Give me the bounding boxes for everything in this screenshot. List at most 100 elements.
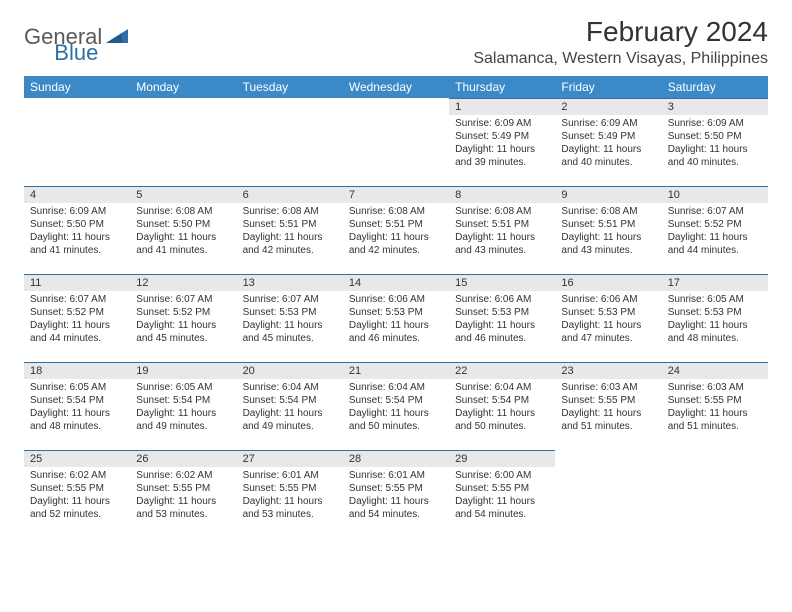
- day-body: Sunrise: 6:05 AMSunset: 5:53 PMDaylight:…: [662, 291, 768, 349]
- daylight-line: Daylight: 11 hours and 50 minutes.: [349, 407, 443, 433]
- sunset-line: Sunset: 5:55 PM: [455, 482, 549, 495]
- location-subtitle: Salamanca, Western Visayas, Philippines: [473, 50, 768, 68]
- day-body: Sunrise: 6:09 AMSunset: 5:50 PMDaylight:…: [24, 203, 130, 261]
- day-body: Sunrise: 6:06 AMSunset: 5:53 PMDaylight:…: [555, 291, 661, 349]
- weekday-header: Wednesday: [343, 76, 449, 98]
- sunrise-line: Sunrise: 6:09 AM: [668, 117, 762, 130]
- calendar-day-cell: 11Sunrise: 6:07 AMSunset: 5:52 PMDayligh…: [24, 274, 130, 362]
- day-number: 5: [130, 186, 236, 203]
- sunrise-line: Sunrise: 6:09 AM: [30, 205, 124, 218]
- sunrise-line: Sunrise: 6:06 AM: [349, 293, 443, 306]
- day-number: 9: [555, 186, 661, 203]
- sunset-line: Sunset: 5:55 PM: [349, 482, 443, 495]
- day-number: 24: [662, 362, 768, 379]
- day-body: Sunrise: 6:01 AMSunset: 5:55 PMDaylight:…: [237, 467, 343, 525]
- title-block: February 2024 Salamanca, Western Visayas…: [473, 16, 768, 68]
- day-body: Sunrise: 6:05 AMSunset: 5:54 PMDaylight:…: [24, 379, 130, 437]
- daylight-line: Daylight: 11 hours and 43 minutes.: [455, 231, 549, 257]
- day-body: Sunrise: 6:04 AMSunset: 5:54 PMDaylight:…: [449, 379, 555, 437]
- calendar-day-cell: 27Sunrise: 6:01 AMSunset: 5:55 PMDayligh…: [237, 450, 343, 538]
- day-number: 19: [130, 362, 236, 379]
- sunrise-line: Sunrise: 6:09 AM: [455, 117, 549, 130]
- sunset-line: Sunset: 5:54 PM: [455, 394, 549, 407]
- sunset-line: Sunset: 5:54 PM: [30, 394, 124, 407]
- weekday-header: Saturday: [662, 76, 768, 98]
- header: General Blue February 2024 Salamanca, We…: [24, 16, 768, 68]
- day-body: Sunrise: 6:00 AMSunset: 5:55 PMDaylight:…: [449, 467, 555, 525]
- sunrise-line: Sunrise: 6:08 AM: [349, 205, 443, 218]
- day-body: Sunrise: 6:05 AMSunset: 5:54 PMDaylight:…: [130, 379, 236, 437]
- day-body: Sunrise: 6:07 AMSunset: 5:52 PMDaylight:…: [24, 291, 130, 349]
- sunrise-line: Sunrise: 6:00 AM: [455, 469, 549, 482]
- calendar-day-cell: 22Sunrise: 6:04 AMSunset: 5:54 PMDayligh…: [449, 362, 555, 450]
- calendar-row: 25Sunrise: 6:02 AMSunset: 5:55 PMDayligh…: [24, 450, 768, 538]
- calendar-day-cell: 15Sunrise: 6:06 AMSunset: 5:53 PMDayligh…: [449, 274, 555, 362]
- calendar-day-cell: 6Sunrise: 6:08 AMSunset: 5:51 PMDaylight…: [237, 186, 343, 274]
- daylight-line: Daylight: 11 hours and 45 minutes.: [243, 319, 337, 345]
- calendar-day-cell: 5Sunrise: 6:08 AMSunset: 5:50 PMDaylight…: [130, 186, 236, 274]
- day-number: 10: [662, 186, 768, 203]
- day-body: Sunrise: 6:02 AMSunset: 5:55 PMDaylight:…: [130, 467, 236, 525]
- sunrise-line: Sunrise: 6:05 AM: [30, 381, 124, 394]
- day-number: 29: [449, 450, 555, 467]
- day-body: Sunrise: 6:06 AMSunset: 5:53 PMDaylight:…: [343, 291, 449, 349]
- calendar-day-cell: 8Sunrise: 6:08 AMSunset: 5:51 PMDaylight…: [449, 186, 555, 274]
- calendar-page: General Blue February 2024 Salamanca, We…: [0, 0, 792, 554]
- daylight-line: Daylight: 11 hours and 54 minutes.: [455, 495, 549, 521]
- sunset-line: Sunset: 5:55 PM: [561, 394, 655, 407]
- weekday-header: Tuesday: [237, 76, 343, 98]
- daylight-line: Daylight: 11 hours and 50 minutes.: [455, 407, 549, 433]
- sunset-line: Sunset: 5:49 PM: [455, 130, 549, 143]
- sunset-line: Sunset: 5:50 PM: [668, 130, 762, 143]
- day-body: Sunrise: 6:08 AMSunset: 5:50 PMDaylight:…: [130, 203, 236, 261]
- day-number: 25: [24, 450, 130, 467]
- weekday-header: Friday: [555, 76, 661, 98]
- logo-triangle-icon: [106, 27, 128, 48]
- daylight-line: Daylight: 11 hours and 52 minutes.: [30, 495, 124, 521]
- sunrise-line: Sunrise: 6:08 AM: [561, 205, 655, 218]
- sunrise-line: Sunrise: 6:08 AM: [136, 205, 230, 218]
- day-number: 6: [237, 186, 343, 203]
- daylight-line: Daylight: 11 hours and 53 minutes.: [136, 495, 230, 521]
- sunrise-line: Sunrise: 6:01 AM: [349, 469, 443, 482]
- sunset-line: Sunset: 5:53 PM: [349, 306, 443, 319]
- day-body: Sunrise: 6:01 AMSunset: 5:55 PMDaylight:…: [343, 467, 449, 525]
- daylight-line: Daylight: 11 hours and 46 minutes.: [349, 319, 443, 345]
- calendar-day-cell: 4Sunrise: 6:09 AMSunset: 5:50 PMDaylight…: [24, 186, 130, 274]
- calendar-day-cell: 17Sunrise: 6:05 AMSunset: 5:53 PMDayligh…: [662, 274, 768, 362]
- sunset-line: Sunset: 5:50 PM: [30, 218, 124, 231]
- sunset-line: Sunset: 5:54 PM: [136, 394, 230, 407]
- sunrise-line: Sunrise: 6:05 AM: [136, 381, 230, 394]
- sunset-line: Sunset: 5:55 PM: [136, 482, 230, 495]
- daylight-line: Daylight: 11 hours and 47 minutes.: [561, 319, 655, 345]
- sunset-line: Sunset: 5:55 PM: [30, 482, 124, 495]
- day-body: Sunrise: 6:08 AMSunset: 5:51 PMDaylight:…: [449, 203, 555, 261]
- day-number: 22: [449, 362, 555, 379]
- calendar-day-cell: 12Sunrise: 6:07 AMSunset: 5:52 PMDayligh…: [130, 274, 236, 362]
- day-number: 20: [237, 362, 343, 379]
- day-number: 11: [24, 274, 130, 291]
- daylight-line: Daylight: 11 hours and 43 minutes.: [561, 231, 655, 257]
- sunset-line: Sunset: 5:52 PM: [30, 306, 124, 319]
- sunrise-line: Sunrise: 6:05 AM: [668, 293, 762, 306]
- daylight-line: Daylight: 11 hours and 46 minutes.: [455, 319, 549, 345]
- weekday-header: Thursday: [449, 76, 555, 98]
- day-body: Sunrise: 6:04 AMSunset: 5:54 PMDaylight:…: [237, 379, 343, 437]
- sunrise-line: Sunrise: 6:02 AM: [30, 469, 124, 482]
- day-number: 18: [24, 362, 130, 379]
- sunrise-line: Sunrise: 6:04 AM: [349, 381, 443, 394]
- sunrise-line: Sunrise: 6:03 AM: [561, 381, 655, 394]
- logo: General Blue: [24, 16, 176, 50]
- calendar-day-cell: 28Sunrise: 6:01 AMSunset: 5:55 PMDayligh…: [343, 450, 449, 538]
- sunrise-line: Sunrise: 6:04 AM: [243, 381, 337, 394]
- month-title: February 2024: [473, 16, 768, 48]
- sunrise-line: Sunrise: 6:08 AM: [455, 205, 549, 218]
- day-body: Sunrise: 6:03 AMSunset: 5:55 PMDaylight:…: [555, 379, 661, 437]
- sunset-line: Sunset: 5:52 PM: [136, 306, 230, 319]
- calendar-day-cell: 1Sunrise: 6:09 AMSunset: 5:49 PMDaylight…: [449, 98, 555, 186]
- sunrise-line: Sunrise: 6:08 AM: [243, 205, 337, 218]
- day-body: Sunrise: 6:04 AMSunset: 5:54 PMDaylight:…: [343, 379, 449, 437]
- calendar-empty-cell: [237, 98, 343, 186]
- daylight-line: Daylight: 11 hours and 48 minutes.: [30, 407, 124, 433]
- daylight-line: Daylight: 11 hours and 54 minutes.: [349, 495, 443, 521]
